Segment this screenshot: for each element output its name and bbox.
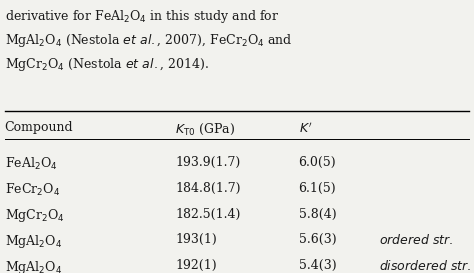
- Text: $\it{K}'$: $\it{K}'$: [299, 121, 312, 136]
- Text: MgCr$_2$O$_4$: MgCr$_2$O$_4$: [5, 207, 64, 224]
- Text: MgAl$_2$O$_4$ (Nestola $\it{et\ al.}$, 2007), FeCr$_2$O$_4$ and: MgAl$_2$O$_4$ (Nestola $\it{et\ al.}$, 2…: [5, 32, 292, 49]
- Text: $\it{disordered\ str.}$: $\it{disordered\ str.}$: [379, 259, 472, 273]
- Text: $\it{K}_{\rm{T0}}$ (GPa): $\it{K}_{\rm{T0}}$ (GPa): [175, 121, 236, 137]
- Text: MgAl$_2$O$_4$: MgAl$_2$O$_4$: [5, 233, 62, 250]
- Text: FeCr$_2$O$_4$: FeCr$_2$O$_4$: [5, 182, 60, 198]
- Text: 6.0(5): 6.0(5): [299, 156, 336, 169]
- Text: 184.8(1.7): 184.8(1.7): [175, 182, 241, 195]
- Text: 5.8(4): 5.8(4): [299, 207, 336, 221]
- Text: MgCr$_2$O$_4$ (Nestola $\it{et\ al.}$, 2014).: MgCr$_2$O$_4$ (Nestola $\it{et\ al.}$, 2…: [5, 56, 209, 73]
- Text: Compound: Compound: [5, 121, 73, 135]
- Text: 182.5(1.4): 182.5(1.4): [175, 207, 241, 221]
- Text: FeAl$_2$O$_4$: FeAl$_2$O$_4$: [5, 156, 57, 172]
- Text: derivative for FeAl$_2$O$_4$ in this study and for: derivative for FeAl$_2$O$_4$ in this stu…: [5, 8, 279, 25]
- Text: 5.6(3): 5.6(3): [299, 233, 336, 247]
- Text: 6.1(5): 6.1(5): [299, 182, 336, 195]
- Text: 5.4(3): 5.4(3): [299, 259, 336, 272]
- Text: 193.9(1.7): 193.9(1.7): [175, 156, 241, 169]
- Text: MgAl$_2$O$_4$: MgAl$_2$O$_4$: [5, 259, 62, 273]
- Text: 193(1): 193(1): [175, 233, 217, 247]
- Text: $\it{ordered\ str.}$: $\it{ordered\ str.}$: [379, 233, 454, 247]
- Text: 192(1): 192(1): [175, 259, 217, 272]
